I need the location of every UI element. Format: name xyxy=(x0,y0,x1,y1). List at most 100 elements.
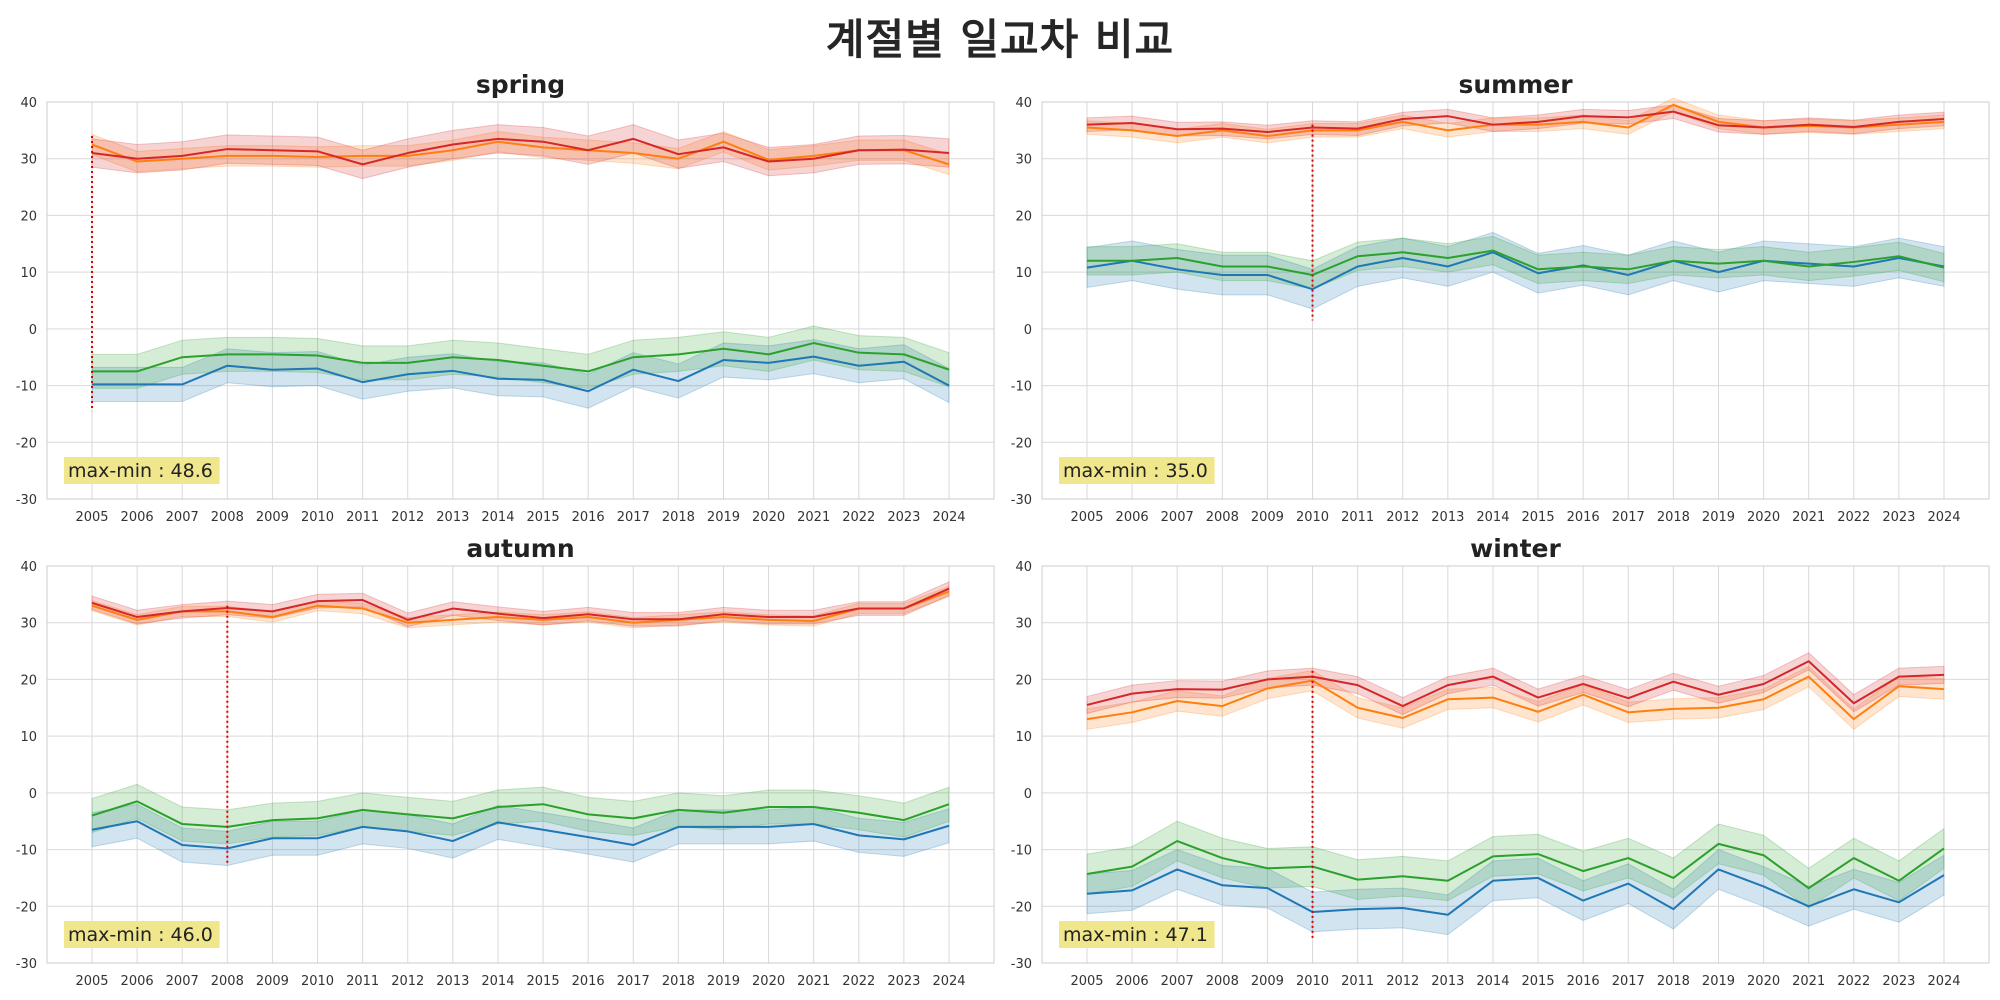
x-tick-label: 2024 xyxy=(932,974,965,989)
x-tick-label: 2008 xyxy=(1206,510,1239,525)
x-tick-label: 2007 xyxy=(1161,510,1194,525)
x-tick-label: 2012 xyxy=(391,974,424,989)
x-tick-label: 2011 xyxy=(346,510,379,525)
x-tick-label: 2015 xyxy=(527,510,560,525)
y-tick-label: -20 xyxy=(1011,436,1032,451)
x-tick-label: 2012 xyxy=(1386,974,1419,989)
x-tick-label: 2019 xyxy=(1702,510,1735,525)
x-tick-label: 2009 xyxy=(1251,510,1284,525)
x-tick-label: 2012 xyxy=(1386,510,1419,525)
figure-title: 계절별 일교차 비교 xyxy=(825,15,1175,64)
x-tick-label: 2010 xyxy=(1296,510,1329,525)
annotation-text: max-min : 35.0 xyxy=(1063,460,1208,482)
x-tick-label: 2014 xyxy=(1476,974,1509,989)
grid xyxy=(1042,101,1989,500)
y-tick-label: 10 xyxy=(1015,730,1032,745)
x-tick-label: 2017 xyxy=(617,510,650,525)
x-tick-label: 2023 xyxy=(887,974,920,989)
x-tick-label: 2009 xyxy=(256,510,289,525)
y-tick-label: 10 xyxy=(20,730,37,745)
y-tick-label: -10 xyxy=(16,844,37,859)
x-tick-label: 2006 xyxy=(1116,510,1149,525)
y-tick-label: 30 xyxy=(1015,153,1032,168)
x-tick-label: 2008 xyxy=(211,974,244,989)
x-tick-label: 2005 xyxy=(1070,510,1103,525)
x-tick-label: 2006 xyxy=(121,974,154,989)
y-tick-label: 0 xyxy=(1024,323,1032,338)
x-tick-label: 2018 xyxy=(662,510,695,525)
series-line-3 xyxy=(1086,660,1945,708)
series-band-2 xyxy=(91,130,950,176)
grid xyxy=(47,101,994,500)
x-tick-label: 2019 xyxy=(1702,974,1735,989)
series-line-3 xyxy=(91,587,950,621)
y-tick-label: 0 xyxy=(29,787,37,802)
x-tick-label: 2008 xyxy=(211,510,244,525)
plot-frame xyxy=(46,565,995,964)
x-tick-label: 2013 xyxy=(1431,510,1464,525)
x-tick-label: 2017 xyxy=(1612,974,1645,989)
y-tick-label: 10 xyxy=(1015,266,1032,281)
x-tick-label: 2023 xyxy=(1882,974,1915,989)
x-tick-label: 2016 xyxy=(572,974,605,989)
y-tick-label: 0 xyxy=(29,323,37,338)
series-line-0 xyxy=(1086,251,1945,291)
x-tick-label: 2014 xyxy=(481,974,514,989)
series-band-0 xyxy=(1086,231,1945,310)
x-tick-label: 2009 xyxy=(256,974,289,989)
x-tick-label: 2011 xyxy=(1341,510,1374,525)
chart-title: summer xyxy=(1458,70,1573,99)
series-band-3 xyxy=(1086,104,1945,140)
chart-panel-winter: winter -30 -20 -10 0 10 20 30 40 2005 2006 2007 2008… xyxy=(995,526,1995,996)
annotation-box xyxy=(64,457,220,484)
y-tick-label: 40 xyxy=(1015,560,1032,575)
chart-title: spring xyxy=(476,70,565,99)
y-tick-label: 30 xyxy=(1015,617,1032,632)
y-tick-label: -30 xyxy=(1011,493,1032,508)
x-tick-label: 2015 xyxy=(1522,974,1555,989)
grid xyxy=(47,565,994,964)
x-tick-label: 2013 xyxy=(436,974,469,989)
x-tick-label: 2023 xyxy=(887,510,920,525)
x-tick-label: 2018 xyxy=(1657,974,1690,989)
x-tick-label: 2018 xyxy=(1657,510,1690,525)
y-tick-label: 30 xyxy=(20,617,37,632)
y-tick-label: 10 xyxy=(20,266,37,281)
chart-svg: summer -30 -20 -10 0 10 20 30 40 2005 2006 2007 2008… xyxy=(1011,70,1990,525)
x-tick-label: 2021 xyxy=(1792,974,1825,989)
x-tick-label: 2013 xyxy=(1431,974,1464,989)
x-tick-label: 2010 xyxy=(301,510,334,525)
x-tick-label: 2005 xyxy=(75,510,108,525)
x-tick-label: 2017 xyxy=(617,974,650,989)
plot-frame xyxy=(1041,101,1990,500)
x-tick-label: 2006 xyxy=(1116,974,1149,989)
x-tick-label: 2011 xyxy=(1341,974,1374,989)
x-tick-label: 2017 xyxy=(1612,510,1645,525)
x-tick-label: 2014 xyxy=(1476,510,1509,525)
x-tick-label: 2020 xyxy=(1747,510,1780,525)
series-band-1 xyxy=(1086,820,1945,909)
x-tick-label: 2018 xyxy=(662,974,695,989)
series-band-3 xyxy=(1086,652,1945,716)
x-tick-label: 2005 xyxy=(75,974,108,989)
y-tick-label: 20 xyxy=(20,209,37,224)
series-line-1 xyxy=(1087,249,1945,276)
x-tick-label: 2024 xyxy=(1927,510,1960,525)
y-tick-label: 40 xyxy=(20,560,37,575)
x-tick-label: 2011 xyxy=(346,974,379,989)
chart-panel-spring: spring -30 -20 -10 0 10 20 30 40 2005 2006 2007 2008… xyxy=(0,62,1000,532)
y-tick-label: -20 xyxy=(16,436,37,451)
series-line-2 xyxy=(1086,675,1945,721)
series-line-3 xyxy=(1086,110,1945,134)
chart-svg: autumn -30 -20 -10 0 10 20 30 40 2005 2006 2007 2008… xyxy=(16,534,995,989)
x-tick-label: 2010 xyxy=(301,974,334,989)
x-tick-label: 2008 xyxy=(1206,974,1239,989)
x-tick-label: 2015 xyxy=(527,974,560,989)
series-line-0 xyxy=(1086,868,1945,916)
y-tick-label: -10 xyxy=(1011,844,1032,859)
x-tick-label: 2015 xyxy=(1522,510,1555,525)
y-tick-label: 20 xyxy=(20,673,37,688)
x-tick-label: 2016 xyxy=(1567,974,1600,989)
x-tick-label: 2014 xyxy=(481,510,514,525)
x-tick-label: 2010 xyxy=(1296,974,1329,989)
